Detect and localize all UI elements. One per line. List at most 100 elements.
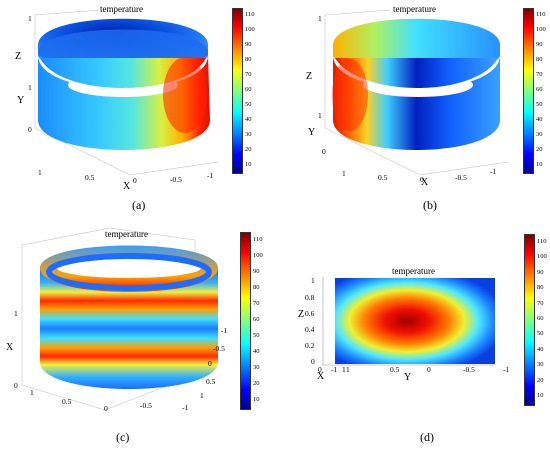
panel-b-y-tick-1: 1 [318, 111, 322, 120]
panel-a-colorbar-tick: 80 [245, 56, 252, 64]
panel-c-colorbar-tick: 20 [253, 380, 260, 387]
panel-d-x-tick-7: -1 [503, 365, 510, 374]
panel-d-x-tick-2: 1 [342, 365, 346, 374]
panel-d-title: temperature [392, 266, 435, 276]
panel-d-z-label: Z [298, 309, 305, 320]
panel-d-x-label: X [317, 371, 325, 382]
panel-d-caption: (d) [420, 430, 434, 444]
panel-d-colorbar-tick: 40 [537, 345, 544, 353]
panel-d-colorbar-tick: 110 [537, 237, 547, 245]
panel-b-colorbar-tick: 110 [536, 11, 546, 19]
panel-b-x-tick-3: -0.5 [455, 173, 467, 182]
panel-a-colorbar-tick: 70 [245, 71, 252, 79]
panel-c-colorbar-tick: 10 [253, 396, 260, 403]
panel-a-plot [34, 9, 219, 176]
panel-b-colorbar-tick: 90 [536, 41, 543, 49]
panel-a-x-tick-0: 1 [38, 168, 42, 177]
panel-d-heatmap [335, 278, 495, 364]
panel-c-x-tick-3: -0.5 [140, 401, 152, 410]
panel-a-colorbar [232, 8, 243, 174]
panel-d-z-tick-5: 0 [311, 357, 315, 366]
panel-a-x-tick-2: 0 [133, 176, 137, 185]
panel-c-x-tick-0: 1 [30, 388, 34, 397]
panel-a-z-label: Z [15, 51, 22, 62]
panel-a-y-tick-0: 0 [28, 125, 32, 134]
panel-c-z-tick-0: 0 [14, 381, 18, 390]
panel-a-colorbar-tick: 110 [245, 11, 255, 19]
panel-d-colorbar-tick: 80 [537, 284, 544, 292]
panel-c-colorbar-tick: 70 [253, 300, 260, 307]
panel-d-z-tick-1: 0.8 [305, 293, 315, 302]
panel-c-caption: (c) [116, 430, 130, 444]
panel-b-y-label: Y [308, 127, 316, 138]
panel-d-z-tick-2: 0.6 [305, 309, 315, 318]
panel-d-y-label: Y [404, 372, 412, 383]
panel-d-colorbar-tick: 30 [537, 361, 544, 369]
panel-d-colorbar [524, 234, 535, 406]
panel-a-colorbar-tick: 30 [245, 130, 252, 138]
panel-d-colorbar-tick: 70 [537, 299, 544, 307]
panel-c-x-tick-1: 0.5 [62, 397, 72, 406]
panel-a-colorbar-tick: 50 [245, 100, 252, 108]
panel-b-x-tick-2: 0 [420, 175, 424, 184]
panel-b-z-label: Z [306, 71, 313, 82]
panel-a-x-tick-1: 0.5 [85, 173, 95, 182]
panel-c-y-tick-1: -0.5 [213, 344, 225, 353]
panel-b-caption: (b) [423, 198, 437, 212]
panel-b-colorbar [523, 8, 534, 174]
panel-d-colorbar-tick: 90 [537, 268, 544, 276]
panel-d-x-tick-6: -0.5 [463, 365, 475, 374]
panel-d-z-tick-4: 0.2 [305, 341, 315, 350]
panel-b-colorbar-tick: 20 [536, 145, 543, 153]
panel-b-cylinder-back [333, 18, 500, 70]
panel-c-plot [21, 227, 218, 411]
panel-b-colorbar-tick: 30 [536, 130, 543, 138]
panel-b-colorbar-tick: 70 [536, 71, 543, 79]
panel-b-colorbar-tick: 80 [536, 56, 543, 64]
panel-a-colorbar-tick: 60 [245, 86, 252, 93]
panel-d-x-tick-5: 0 [427, 365, 431, 374]
panel-c-y-tick-2: 0 [208, 359, 212, 368]
panel-c-cylinder-side [40, 268, 218, 389]
panel-d-colorbar-tick: 20 [537, 376, 544, 384]
panel-c-y-tick-3: 0.5 [206, 377, 216, 386]
panel-b-x-label: X [421, 177, 429, 188]
panel-c-colorbar-tick: 100 [253, 252, 263, 259]
panel-a-y-tick-1: 1 [28, 83, 32, 92]
panel-b-x-tick-4: -1 [490, 167, 497, 176]
panel-b-cylinder-side [333, 55, 500, 150]
panel-b-colorbar-tick: 60 [536, 86, 543, 93]
panel-b-colorbar-tick: 100 [536, 26, 546, 34]
panel-b-colorbar-tick: 10 [536, 160, 543, 168]
panel-d-colorbar-tick: 100 [537, 253, 547, 261]
panel-d-x-tick-4: 0.5 [390, 365, 400, 374]
panel-a-colorbar-tick: 40 [245, 115, 252, 123]
panel-b-title: temperature [393, 4, 436, 14]
panel-c-y-tick-4: 1 [200, 391, 204, 400]
panel-d-x-tick-3: 1 [346, 365, 350, 374]
panel-d-z-tick-0: 1 [311, 276, 315, 285]
panel-c-colorbar-tick: 80 [253, 284, 260, 291]
panel-d-colorbar-tick: 60 [537, 315, 544, 322]
panel-c-colorbar-tick: 40 [253, 348, 260, 355]
panel-d-colorbar-tick: 50 [537, 330, 544, 338]
panel-c-colorbar-tick: 60 [253, 316, 260, 323]
panel-b-colorbar-tick: 50 [536, 100, 543, 108]
panel-c-x-tick-4: -1 [182, 403, 189, 412]
panel-d-x-tick-1: -1 [331, 365, 338, 374]
panel-c-colorbar-tick: 50 [253, 332, 260, 339]
panel-c-z-tick-1: 1 [14, 309, 18, 318]
panel-a-z-tick-1: 1 [28, 14, 32, 23]
panel-a-x-tick-4: -1 [207, 171, 214, 180]
panel-c-cylinder-inner [57, 258, 201, 278]
panel-d-plot [322, 277, 495, 366]
panel-b-z-tick-1: 1 [318, 14, 322, 23]
panel-a-title: temperature [100, 4, 143, 14]
panel-a-y-label: Y [17, 95, 25, 106]
panel-c-x-tick-2: 0 [104, 404, 108, 413]
panel-a-caption: (a) [132, 198, 146, 212]
panel-c-colorbar [240, 232, 251, 410]
panel-c-x-label: X [6, 342, 14, 353]
panel-c-title: temperature [105, 229, 148, 239]
